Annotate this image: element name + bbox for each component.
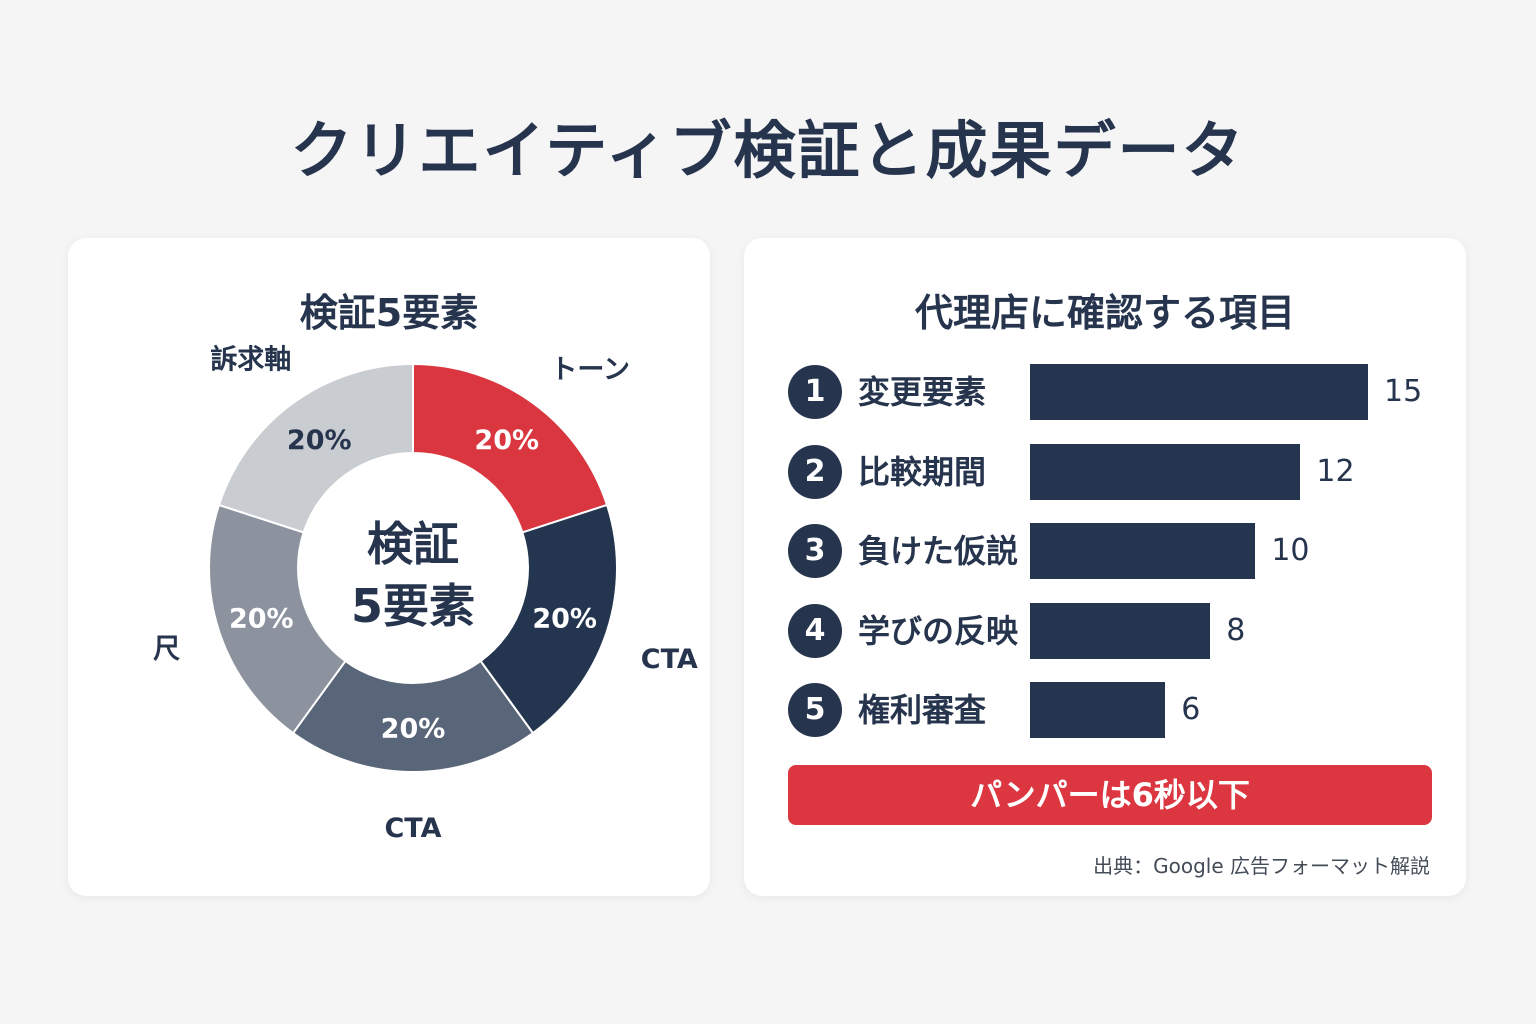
donut-panel-title: 検証5要素 [299,291,479,335]
donut-value-label: 20% [287,425,352,456]
bar-row-number: 4 [788,603,842,658]
bar-row-number: 3 [788,524,842,578]
bar-row: 3 負けた仮説 10 [744,523,1466,579]
bar-row-number: 5 [788,683,842,737]
donut-center-label-line2: 5要素 [351,579,475,633]
donut-chart: 20% 20% 20% 20% 20% トーン CTA CTA 尺 訴求軸 検証 5要素 [153,343,698,844]
donut-slice [208,503,347,735]
bar-value-label: 15 [1384,374,1423,409]
bar-row-number: 2 [788,444,842,499]
bar-category-label: 変更要素 [858,373,987,411]
donut-center-label-line1: 検証 [367,517,459,571]
bar-value-label: 6 [1181,692,1201,727]
bar-value-label: 12 [1316,453,1355,489]
checklist-panel: 代理店に確認する項目 1 変更要素 15 2 比較期間 12 3 負けた仮説 10 4 学びの反映 8… [744,238,1466,896]
bar [1030,443,1301,500]
donut-category-label: CTA [641,644,698,675]
donut-category-label: CTA [384,813,441,844]
bar [1030,602,1211,659]
source-note: 出典：Google 広告フォーマット解説 [1093,854,1430,878]
bar-category-label: 比較期間 [858,452,987,491]
page-title: クリエイティブ検証と成果データ [290,114,1246,187]
donut-value-label: 20% [532,603,597,634]
bar-row: 5 権利審査 6 [744,682,1466,738]
bar [1030,682,1166,738]
donut-value-label: 20% [229,603,294,634]
bar [1030,523,1256,579]
donut-slice [412,362,609,534]
donut-category-label: トーン [550,354,630,385]
donut-panel: 検証5要素 20% 20% 20% 20% 20% トーン CTA CTA 尺 訴求軸 検証 5… [68,238,710,896]
bar-value-label: 8 [1226,612,1246,648]
checklist-panel-title: 代理店に確認する項目 [914,291,1295,335]
donut-slice [217,362,414,534]
bar-category-label: 学びの反映 [858,611,1019,650]
bar-row: 1 変更要素 15 [744,364,1466,420]
donut-value-label: 20% [381,714,446,745]
donut-category-label: 尺 [153,634,180,665]
bumper-banner: パンパーは6秒以下 [788,765,1432,825]
bar-value-label: 10 [1271,533,1310,568]
donut-slice [479,503,618,735]
bar-row: 4 学びの反映 8 [744,602,1466,659]
bar-row: 2 比較期間 12 [744,443,1466,500]
bar-category-label: 負けた仮説 [858,532,1019,570]
donut-slice [291,659,535,773]
donut-category-label: 訴求軸 [210,343,291,375]
bar-row-number: 1 [788,365,842,419]
donut-value-label: 20% [474,425,539,456]
bar [1030,364,1368,420]
bar-category-label: 権利審査 [858,691,987,729]
